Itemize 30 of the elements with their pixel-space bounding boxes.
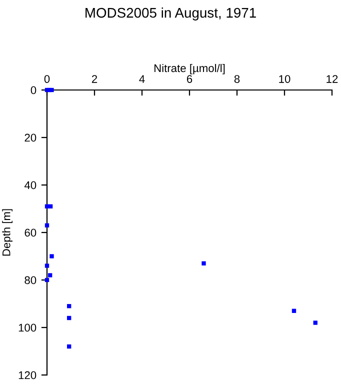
point xyxy=(67,316,72,320)
y-tick-label: 120 xyxy=(18,371,36,380)
point xyxy=(48,273,52,278)
point xyxy=(67,344,72,349)
x-tick-label: 12 xyxy=(326,75,338,83)
point xyxy=(44,223,50,228)
point xyxy=(48,204,53,208)
x-tick-label: 0 xyxy=(44,75,50,83)
y-tick-label: 80 xyxy=(24,276,36,284)
x-tick-label: 4 xyxy=(139,75,145,83)
x-tick-label: 6 xyxy=(186,75,192,83)
y-tick-label: 60 xyxy=(24,228,36,237)
point xyxy=(202,261,206,266)
point xyxy=(67,304,72,308)
point xyxy=(50,88,54,92)
y-tick-label: 100 xyxy=(18,324,36,332)
y-axis-title: Depth [m] xyxy=(2,209,12,256)
x-tick-label: 2 xyxy=(92,75,98,83)
point xyxy=(44,278,50,282)
y-tick-label: 0 xyxy=(30,86,36,94)
chart-title: MODS2005 in August, 1971 xyxy=(86,8,256,20)
x-axis-title: Nitrate [µmol/l] xyxy=(154,64,225,74)
point xyxy=(50,254,54,258)
x-tick-label: 10 xyxy=(279,75,290,83)
y-tick-label: 20 xyxy=(24,134,36,142)
point xyxy=(313,320,318,325)
point xyxy=(44,264,50,268)
x-tick-label: 8 xyxy=(234,75,240,83)
y-tick-label: 40 xyxy=(24,181,36,190)
point xyxy=(292,308,296,313)
